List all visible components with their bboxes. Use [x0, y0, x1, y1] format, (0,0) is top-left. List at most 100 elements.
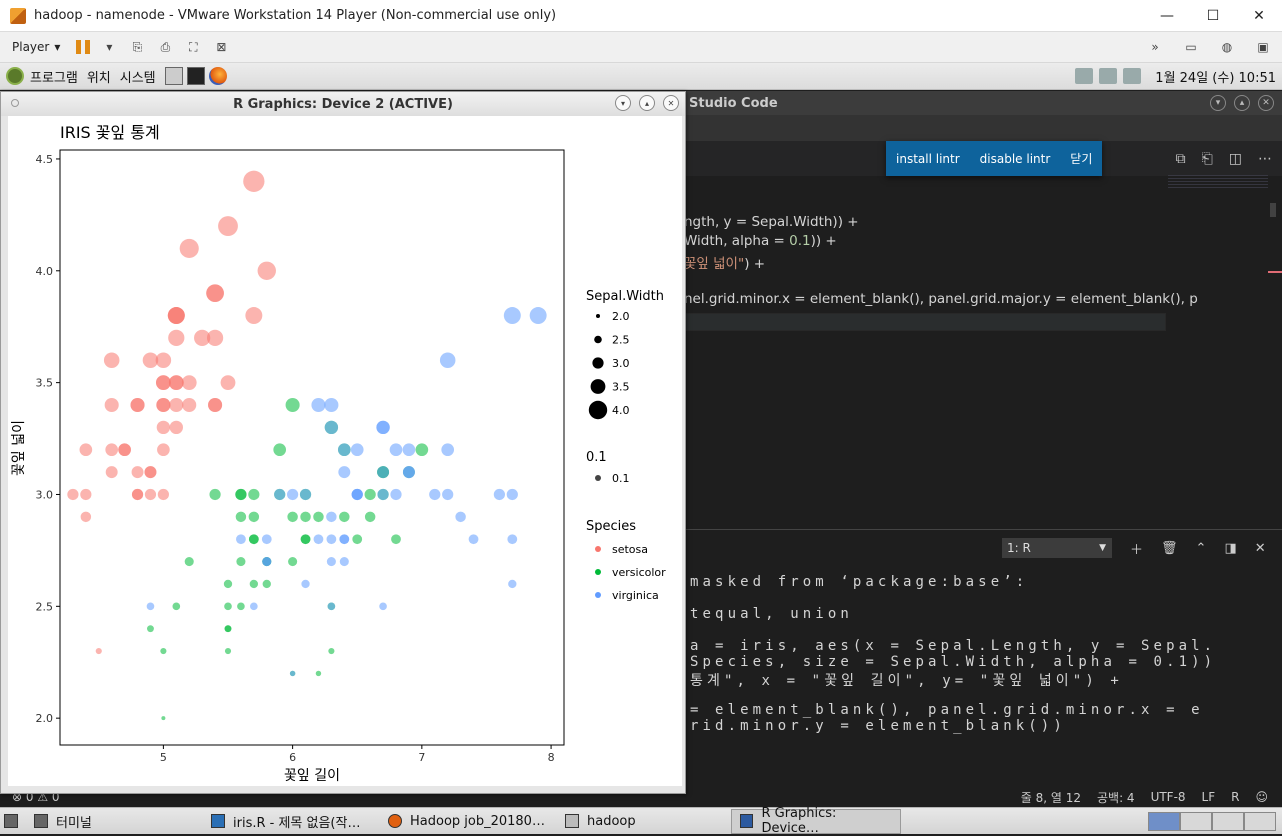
- maximize-icon[interactable]: ☐: [1206, 7, 1220, 24]
- text-editor-launcher-icon[interactable]: [164, 67, 183, 85]
- data-point-virginica: [377, 466, 390, 479]
- data-point-virginica: [327, 602, 336, 611]
- minimize-icon[interactable]: —: [1160, 7, 1174, 24]
- data-point-setosa: [156, 420, 171, 435]
- close-icon[interactable]: ✕: [663, 95, 679, 111]
- hard-disk-icon[interactable]: ▭: [1185, 40, 1197, 54]
- code-line[interactable]: nel.grid.minor.x = element_blank(), pane…: [684, 291, 1198, 307]
- more-actions-icon[interactable]: ⋯: [1258, 151, 1272, 167]
- data-point-virginica: [377, 488, 389, 501]
- data-point-versicolor: [248, 534, 259, 545]
- gnome-foot-icon[interactable]: [6, 67, 24, 85]
- maximize-icon[interactable]: ▴: [639, 95, 655, 111]
- open-changes-icon[interactable]: ⧉: [1175, 151, 1186, 167]
- code-line[interactable]: Width, alpha = 0.1)) +: [684, 233, 837, 249]
- player-menu-button[interactable]: Player ▾: [12, 40, 60, 54]
- display-icon[interactable]: [1123, 68, 1141, 84]
- x-axis: 5 6 7 8: [160, 745, 555, 764]
- panel-clock[interactable]: 1월 24일 (수) 10:51: [1155, 70, 1276, 86]
- language-mode[interactable]: R: [1231, 790, 1240, 804]
- network-manager-icon[interactable]: [1075, 68, 1093, 84]
- close-icon[interactable]: ✕: [1253, 7, 1265, 24]
- size-legend-label: 2.0: [612, 310, 630, 323]
- volume-icon[interactable]: [1099, 68, 1117, 84]
- chevron-down-icon[interactable]: ▾: [106, 40, 113, 54]
- minimap[interactable]: [1168, 175, 1268, 189]
- send-ctrl-alt-del-icon[interactable]: ⎘: [132, 39, 143, 54]
- data-point-virginica: [338, 466, 351, 479]
- unity-icon[interactable]: ⊠: [216, 40, 227, 54]
- taskbar-item-terminal[interactable]: 터미널: [26, 809, 201, 834]
- size-legend-key: [592, 357, 604, 369]
- data-point-setosa: [131, 466, 144, 479]
- editor-scrollbar[interactable]: [1270, 203, 1276, 217]
- workspace-1[interactable]: [1148, 811, 1180, 831]
- close-icon[interactable]: ✕: [1254, 540, 1266, 556]
- workspace-3[interactable]: [1212, 811, 1244, 831]
- size-legend-label: 2.5: [612, 334, 630, 347]
- species-legend-label-virginica: virginica: [612, 589, 659, 602]
- feedback-smiley-icon[interactable]: ☺: [1255, 790, 1268, 804]
- data-point-setosa: [155, 375, 171, 391]
- pause-icon[interactable]: [76, 40, 91, 54]
- data-point-virginica: [351, 488, 363, 501]
- taskbar-item-hadoop[interactable]: hadoop: [557, 809, 729, 834]
- end-of-line[interactable]: LF: [1201, 790, 1216, 804]
- maximize-panel-icon[interactable]: ◨: [1224, 540, 1237, 556]
- code-line[interactable]: 꽃잎 넓이") +: [684, 256, 766, 272]
- network-icon[interactable]: ◍: [1221, 40, 1233, 54]
- menu-system[interactable]: 시스템: [119, 70, 156, 86]
- close-icon[interactable]: ✕: [1258, 95, 1274, 111]
- minimize-icon[interactable]: ▾: [1210, 95, 1226, 111]
- add-terminal-icon[interactable]: ＋: [1130, 542, 1144, 558]
- size-legend-key: [596, 314, 600, 318]
- close-notification-button[interactable]: 닫기: [1070, 152, 1093, 166]
- split-editor-icon[interactable]: ◫: [1228, 151, 1242, 167]
- r-graphics-titlebar[interactable]: R Graphics: Device 2 (ACTIVE) ▾ ▴ ✕: [1, 92, 685, 116]
- data-point-virginica: [301, 579, 310, 589]
- y-tick-label: 2.5: [36, 600, 54, 613]
- new-file-icon[interactable]: ⎗: [1201, 151, 1213, 167]
- workspace-2[interactable]: [1180, 811, 1212, 831]
- menu-places[interactable]: 위치: [86, 70, 111, 86]
- chevron-up-icon[interactable]: ⌃: [1195, 540, 1207, 556]
- code-line[interactable]: ngth, y = Sepal.Width)) +: [684, 214, 859, 230]
- workspace-4[interactable]: [1244, 811, 1276, 831]
- show-desktop-icon[interactable]: [0, 809, 24, 834]
- menu-applications[interactable]: 프로그램: [30, 70, 78, 86]
- firefox-launcher-icon[interactable]: [208, 67, 227, 85]
- taskbar-item-vscode[interactable]: iris.R - 제목 없음(작…: [203, 809, 378, 834]
- taskbar-item-firefox[interactable]: Hadoop job_20180…: [380, 809, 555, 834]
- terminal-selector[interactable]: 1: R ▼: [1002, 538, 1112, 558]
- data-point-versicolor: [161, 716, 166, 721]
- data-point-virginica: [429, 488, 441, 501]
- y-tick-label: 4.0: [36, 265, 54, 278]
- size-legend: Sepal.Width 2.0 2.5 3.0 3.5 4.0: [586, 289, 664, 420]
- disable-lintr-button[interactable]: disable lintr: [979, 151, 1051, 166]
- indentation[interactable]: 공백: 4: [1096, 790, 1135, 805]
- fullscreen-icon[interactable]: ⛶: [189, 39, 198, 54]
- cursor-position[interactable]: 줄 8, 열 12: [1020, 790, 1081, 805]
- install-lintr-button[interactable]: install lintr: [896, 151, 960, 166]
- trash-icon[interactable]: 🗑: [1161, 540, 1178, 556]
- terminal-launcher-icon[interactable]: [186, 67, 205, 85]
- data-point-versicolor: [415, 443, 429, 457]
- data-point-setosa: [95, 647, 102, 655]
- r-graphics-title: R Graphics: Device 2 (ACTIVE): [233, 96, 453, 112]
- removable-devices-icon[interactable]: ⎙: [160, 39, 171, 54]
- taskbar-item-r-graphics[interactable]: R Graphics: Device…: [731, 806, 901, 836]
- minimize-icon[interactable]: ▾: [615, 95, 631, 111]
- data-point-versicolor: [273, 443, 287, 457]
- data-point-setosa: [157, 488, 169, 501]
- usb-icon[interactable]: ▣: [1257, 40, 1269, 54]
- alpha-legend-title: 0.1: [586, 450, 607, 465]
- y-tick-label: 3.0: [36, 488, 54, 501]
- data-point-virginica: [455, 511, 466, 523]
- chevron-down-icon: ▼: [1099, 543, 1106, 553]
- more-icon[interactable]: »: [1151, 40, 1159, 54]
- x-tick-label: 7: [418, 751, 425, 764]
- terminal-panel: 1: R ▼ ＋ 🗑 ⌃ ◨ ✕ masked from ‘package:bas…: [684, 529, 1282, 789]
- maximize-icon[interactable]: ▴: [1234, 95, 1250, 111]
- window-menu-icon[interactable]: [11, 99, 19, 107]
- encoding[interactable]: UTF-8: [1150, 790, 1186, 804]
